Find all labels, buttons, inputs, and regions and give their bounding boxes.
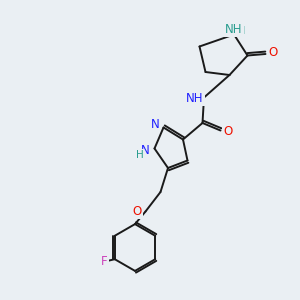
Text: NH: NH xyxy=(225,22,243,36)
Text: H: H xyxy=(136,149,143,160)
Text: O: O xyxy=(224,125,232,139)
Text: H: H xyxy=(236,26,245,36)
Text: F: F xyxy=(101,255,108,268)
Text: N: N xyxy=(140,143,149,157)
Text: O: O xyxy=(268,46,278,59)
Text: O: O xyxy=(133,205,142,218)
Text: N: N xyxy=(151,118,160,131)
Text: NH: NH xyxy=(186,92,204,106)
